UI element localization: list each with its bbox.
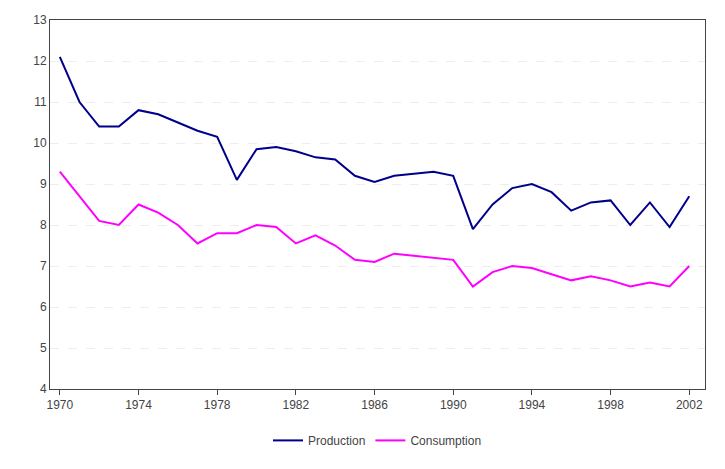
svg-text:2002: 2002 (676, 398, 703, 412)
svg-text:Production: Production (308, 434, 365, 448)
svg-text:10: 10 (33, 136, 47, 150)
svg-text:1994: 1994 (519, 398, 546, 412)
svg-text:1982: 1982 (283, 398, 310, 412)
svg-text:1998: 1998 (597, 398, 624, 412)
svg-text:7: 7 (40, 259, 47, 273)
svg-text:12: 12 (33, 54, 47, 68)
svg-text:1970: 1970 (46, 398, 73, 412)
svg-text:1978: 1978 (204, 398, 231, 412)
svg-text:11: 11 (34, 95, 47, 109)
svg-text:1990: 1990 (440, 398, 467, 412)
svg-text:Consumption: Consumption (410, 434, 481, 448)
svg-text:13: 13 (33, 13, 47, 27)
svg-text:5: 5 (40, 341, 47, 355)
svg-text:9: 9 (40, 177, 47, 191)
svg-text:8: 8 (40, 218, 47, 232)
svg-text:1974: 1974 (125, 398, 152, 412)
svg-text:6: 6 (40, 300, 47, 314)
svg-text:4: 4 (40, 382, 47, 396)
svg-text:1986: 1986 (361, 398, 388, 412)
